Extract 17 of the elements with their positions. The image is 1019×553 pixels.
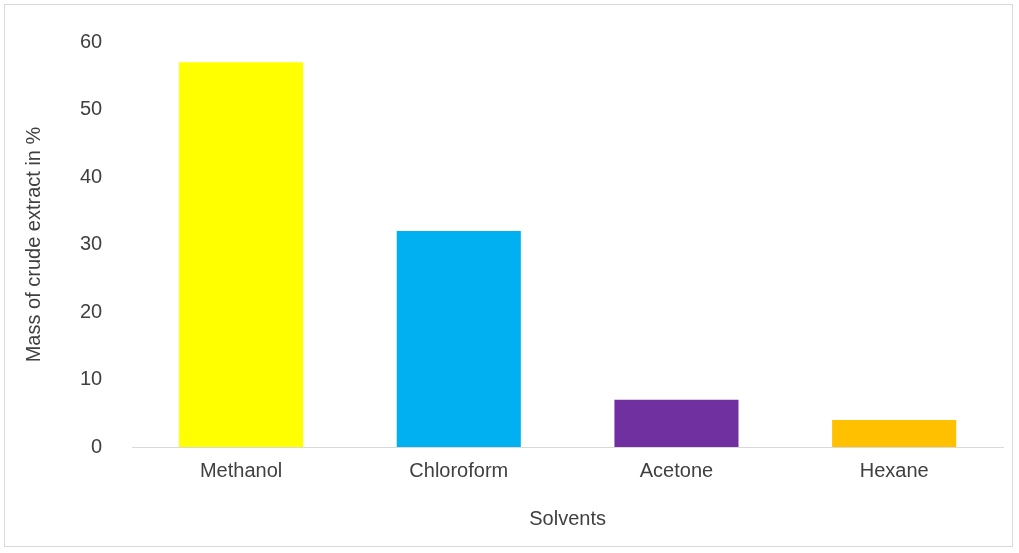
bar xyxy=(614,399,739,447)
bar xyxy=(179,62,304,447)
y-tick-label: 40 xyxy=(80,164,103,187)
x-tick-label: Hexane xyxy=(859,458,929,481)
y-tick-label: 30 xyxy=(80,232,103,255)
y-tick-label: 0 xyxy=(91,434,103,457)
y-tick-label: 50 xyxy=(80,97,103,120)
y-tick-label: 10 xyxy=(80,367,103,390)
y-tick-label: 20 xyxy=(80,299,103,322)
x-axis-title: Solvents xyxy=(529,506,606,529)
bar xyxy=(396,231,521,447)
x-tick-label: Acetone xyxy=(639,458,714,481)
y-axis-title: Mass of crude extract in % xyxy=(21,126,44,363)
bar xyxy=(832,420,957,447)
y-tick-label: 60 xyxy=(80,29,103,52)
x-tick-label: Chloroform xyxy=(409,458,509,481)
x-tick-label: Methanol xyxy=(199,458,283,481)
